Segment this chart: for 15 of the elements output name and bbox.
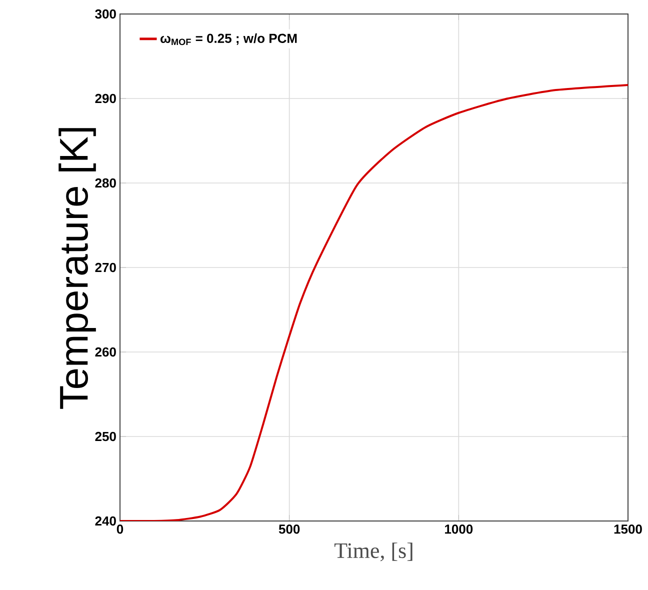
y-tick-label: 280: [95, 178, 116, 188]
y-tick-label: 300: [95, 9, 116, 19]
y-tick-label: 250: [95, 432, 116, 442]
x-axis-title: Time, [s]: [334, 542, 412, 562]
legend-label: ω$_{MOF}$ = 0.25 ; w/o PCM: [160, 33, 297, 46]
x-tick-label: 0: [116, 524, 124, 534]
y-tick-label: 290: [95, 94, 116, 104]
y-tick-label: 270: [95, 262, 116, 272]
y-tick-label: 240: [95, 516, 116, 526]
x-tick-label: 1000: [445, 524, 473, 534]
x-tick-label: 1500: [614, 524, 642, 534]
x-tick-label: 500: [278, 524, 300, 534]
line-series: [120, 84, 628, 521]
y-axis-title: Temperature [K]: [58, 128, 96, 409]
y-tick-label: 260: [95, 347, 116, 357]
